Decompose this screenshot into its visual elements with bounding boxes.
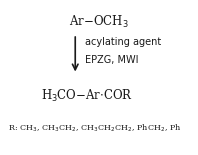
Text: H$_3$CO$-$Ar$\cdot$COR: H$_3$CO$-$Ar$\cdot$COR [41, 88, 133, 104]
Text: acylating agent: acylating agent [85, 37, 161, 47]
Text: R: CH$_3$, CH$_3$CH$_2$, CH$_3$CH$_2$CH$_2$, PhCH$_2$, Ph: R: CH$_3$, CH$_3$CH$_2$, CH$_3$CH$_2$CH$… [8, 123, 181, 134]
Text: Ar$-$OCH$_3$: Ar$-$OCH$_3$ [69, 14, 129, 30]
Text: EPZG, MWI: EPZG, MWI [85, 55, 139, 65]
